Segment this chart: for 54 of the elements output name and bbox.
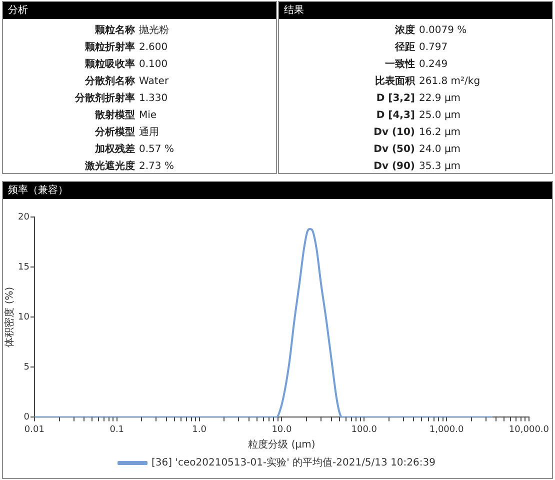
x-axis-title: 粒度分级 (μm) <box>248 438 316 451</box>
x-tick-label: 10.0 <box>272 424 292 435</box>
text: 径距 <box>394 40 416 55</box>
text: 分析 <box>3 2 276 19</box>
text: Dv (90) <box>372 160 416 174</box>
chart-title: 频率（兼容） <box>3 182 552 199</box>
text: 颗粒折射率 <box>84 40 136 55</box>
text: Water <box>139 75 169 89</box>
text: 1.330 <box>139 92 168 106</box>
text: 0.100 <box>139 58 168 72</box>
text: Dv (50) <box>372 143 416 157</box>
y-tick-label: 0 <box>24 412 30 423</box>
text: 散射模型 <box>94 108 136 123</box>
text: 结果 <box>279 2 552 19</box>
x-tick-label: 0.01 <box>24 424 44 435</box>
y-tick-label: 5 <box>24 362 30 372</box>
text: 颗粒吸收率 <box>84 57 136 72</box>
text: 分析模型 <box>94 126 136 140</box>
text: 24.0 μm <box>419 143 461 157</box>
text: 抛光粉 <box>139 24 169 38</box>
text: 25.0 μm <box>419 109 461 123</box>
x-tick-label: 1,000.0 <box>429 424 464 435</box>
text: 分散剂折射率 <box>74 91 136 106</box>
text: 0.57 % <box>139 143 174 157</box>
y-tick-label: 10 <box>18 312 30 322</box>
x-tick-label: 100.0 <box>351 424 378 435</box>
text: Dv (10) <box>372 126 416 140</box>
x-tick-label: 10,000.0 <box>508 424 550 435</box>
text: Mie <box>139 109 157 123</box>
text: 通用 <box>139 126 159 140</box>
y-tick-label: 15 <box>18 262 30 272</box>
text: 2.73 % <box>139 160 174 174</box>
text: 0.0079 % <box>419 24 467 38</box>
text: 0.797 <box>419 41 448 55</box>
text: 一致性 <box>384 58 416 72</box>
text: 22.9 μm <box>419 92 461 106</box>
text: 浓度 <box>394 23 416 38</box>
text: 比表面积 <box>374 74 416 89</box>
y-tick-label: 20 <box>18 212 30 222</box>
y-axis-title: 体积密度 (%) <box>4 286 16 348</box>
text: 16.2 μm <box>419 126 461 140</box>
text: 加权残差 <box>94 142 136 157</box>
text: D [3,2] <box>375 92 416 106</box>
x-tick-label: 0.1 <box>110 424 124 435</box>
text: 分散剂名称 <box>84 74 136 89</box>
text: 2.600 <box>139 41 168 55</box>
text: 激光遮光度 <box>84 159 136 174</box>
text: 0.249 <box>419 58 448 72</box>
text: 35.3 μm <box>419 160 461 174</box>
x-tick-label: 1.0 <box>192 424 207 435</box>
text: D [4,3] <box>375 109 416 123</box>
legend-label: [36] 'ceo20210513-01-实验' 的平均值-2021/5/13 10:26:39 <box>152 456 436 469</box>
text: 261.8 m²/kg <box>419 75 480 89</box>
text: 颗粒名称 <box>94 24 136 38</box>
